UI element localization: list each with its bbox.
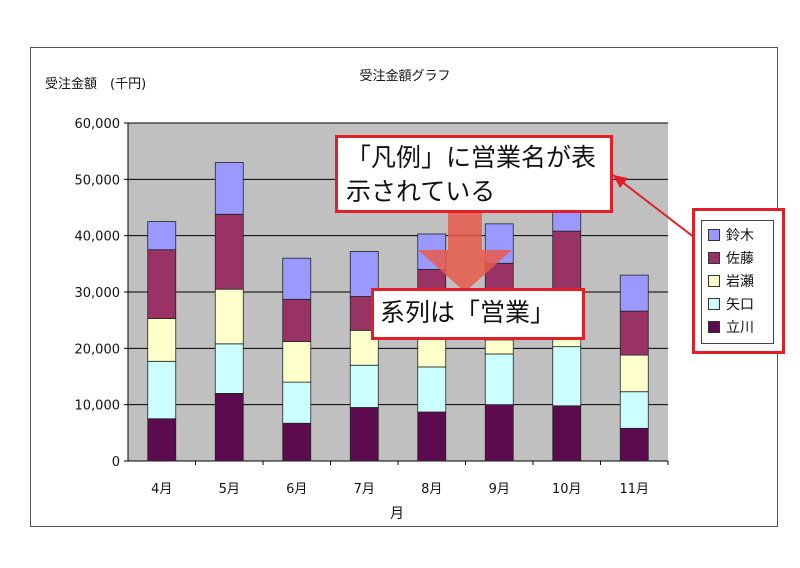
- bar-segment: [619, 391, 649, 429]
- bar-segment: [147, 249, 177, 319]
- bar-segment: [484, 353, 514, 406]
- bar-segment: [282, 257, 312, 300]
- legend-pointer-arrow: [612, 174, 696, 239]
- bar-segment: [484, 404, 514, 462]
- legend-item: 矢口: [708, 294, 754, 314]
- legend: 鈴木佐藤岩瀬矢口立川: [701, 220, 774, 344]
- x-tick-label: 7月: [354, 482, 375, 497]
- legend-swatch: [708, 252, 720, 264]
- y-tick-label: 60,000: [75, 117, 121, 132]
- bar-segment: [417, 366, 447, 413]
- legend-item: 佐藤: [708, 248, 754, 268]
- bar-segment: [147, 221, 177, 251]
- bar-segment: [619, 427, 649, 462]
- y-tick-label: 50,000: [75, 173, 121, 188]
- x-tick-label: 9月: [489, 482, 510, 497]
- bar-segment: [147, 318, 177, 362]
- bar-segment: [552, 346, 582, 407]
- y-tick-label: 20,000: [75, 342, 121, 357]
- bar-segment: [214, 213, 244, 290]
- legend-swatch: [708, 321, 720, 333]
- bar-segment: [214, 343, 244, 394]
- x-tick-label: 8月: [421, 482, 442, 497]
- legend-label: 立川: [726, 320, 754, 336]
- bar-segment: [282, 298, 312, 342]
- x-tick-label: 11月: [619, 482, 649, 497]
- bar-segment: [282, 341, 312, 383]
- y-tick-label: 10,000: [75, 399, 121, 414]
- x-tick-label: 10月: [552, 482, 582, 497]
- x-tick-label: 5月: [219, 482, 240, 497]
- bar-segment: [619, 274, 649, 312]
- bar-segment: [619, 354, 649, 393]
- bar-segment: [417, 411, 447, 462]
- chart-title: 受注金額グラフ: [359, 68, 450, 84]
- legend-label: 岩瀬: [726, 274, 754, 290]
- legend-item: 立川: [708, 317, 754, 337]
- y-tick-label: 40,000: [75, 230, 121, 245]
- legend-swatch: [708, 229, 720, 241]
- legend-label: 佐藤: [726, 251, 754, 267]
- bar-segment: [147, 418, 177, 462]
- bar-segment: [214, 162, 244, 215]
- y-tick-label: 0: [112, 455, 120, 470]
- y-tick-label: 30,000: [75, 286, 121, 301]
- legend-label: 矢口: [726, 297, 754, 313]
- bar-segment: [147, 360, 177, 420]
- legend-label: 鈴木: [726, 228, 754, 244]
- y-axis-label: 受注金額 (千円): [45, 76, 146, 92]
- x-axis-label: 月: [390, 506, 404, 522]
- legend-highlight-box: 鈴木佐藤岩瀬矢口立川: [692, 208, 785, 354]
- x-tick-label: 6月: [286, 482, 307, 497]
- bar-segment: [349, 407, 379, 462]
- x-tick-label: 4月: [151, 482, 172, 497]
- legend-swatch: [708, 298, 720, 310]
- bar-segment: [214, 288, 244, 345]
- legend-item: 鈴木: [708, 225, 754, 245]
- legend-swatch: [708, 275, 720, 287]
- legend-callout: 「凡例」に営業名が表示されている: [335, 135, 613, 213]
- series-callout: 系列は「営業」: [371, 288, 585, 340]
- down-arrow-icon: [418, 213, 512, 292]
- bar-segment: [214, 392, 244, 462]
- bar-segment: [282, 422, 312, 462]
- bar-segment: [349, 364, 379, 408]
- bar-segment: [417, 336, 447, 368]
- bar-segment: [619, 310, 649, 356]
- bar-segment: [282, 381, 312, 424]
- bar-segment: [552, 405, 582, 462]
- bar-segment: [484, 339, 514, 355]
- legend-item: 岩瀬: [708, 271, 754, 291]
